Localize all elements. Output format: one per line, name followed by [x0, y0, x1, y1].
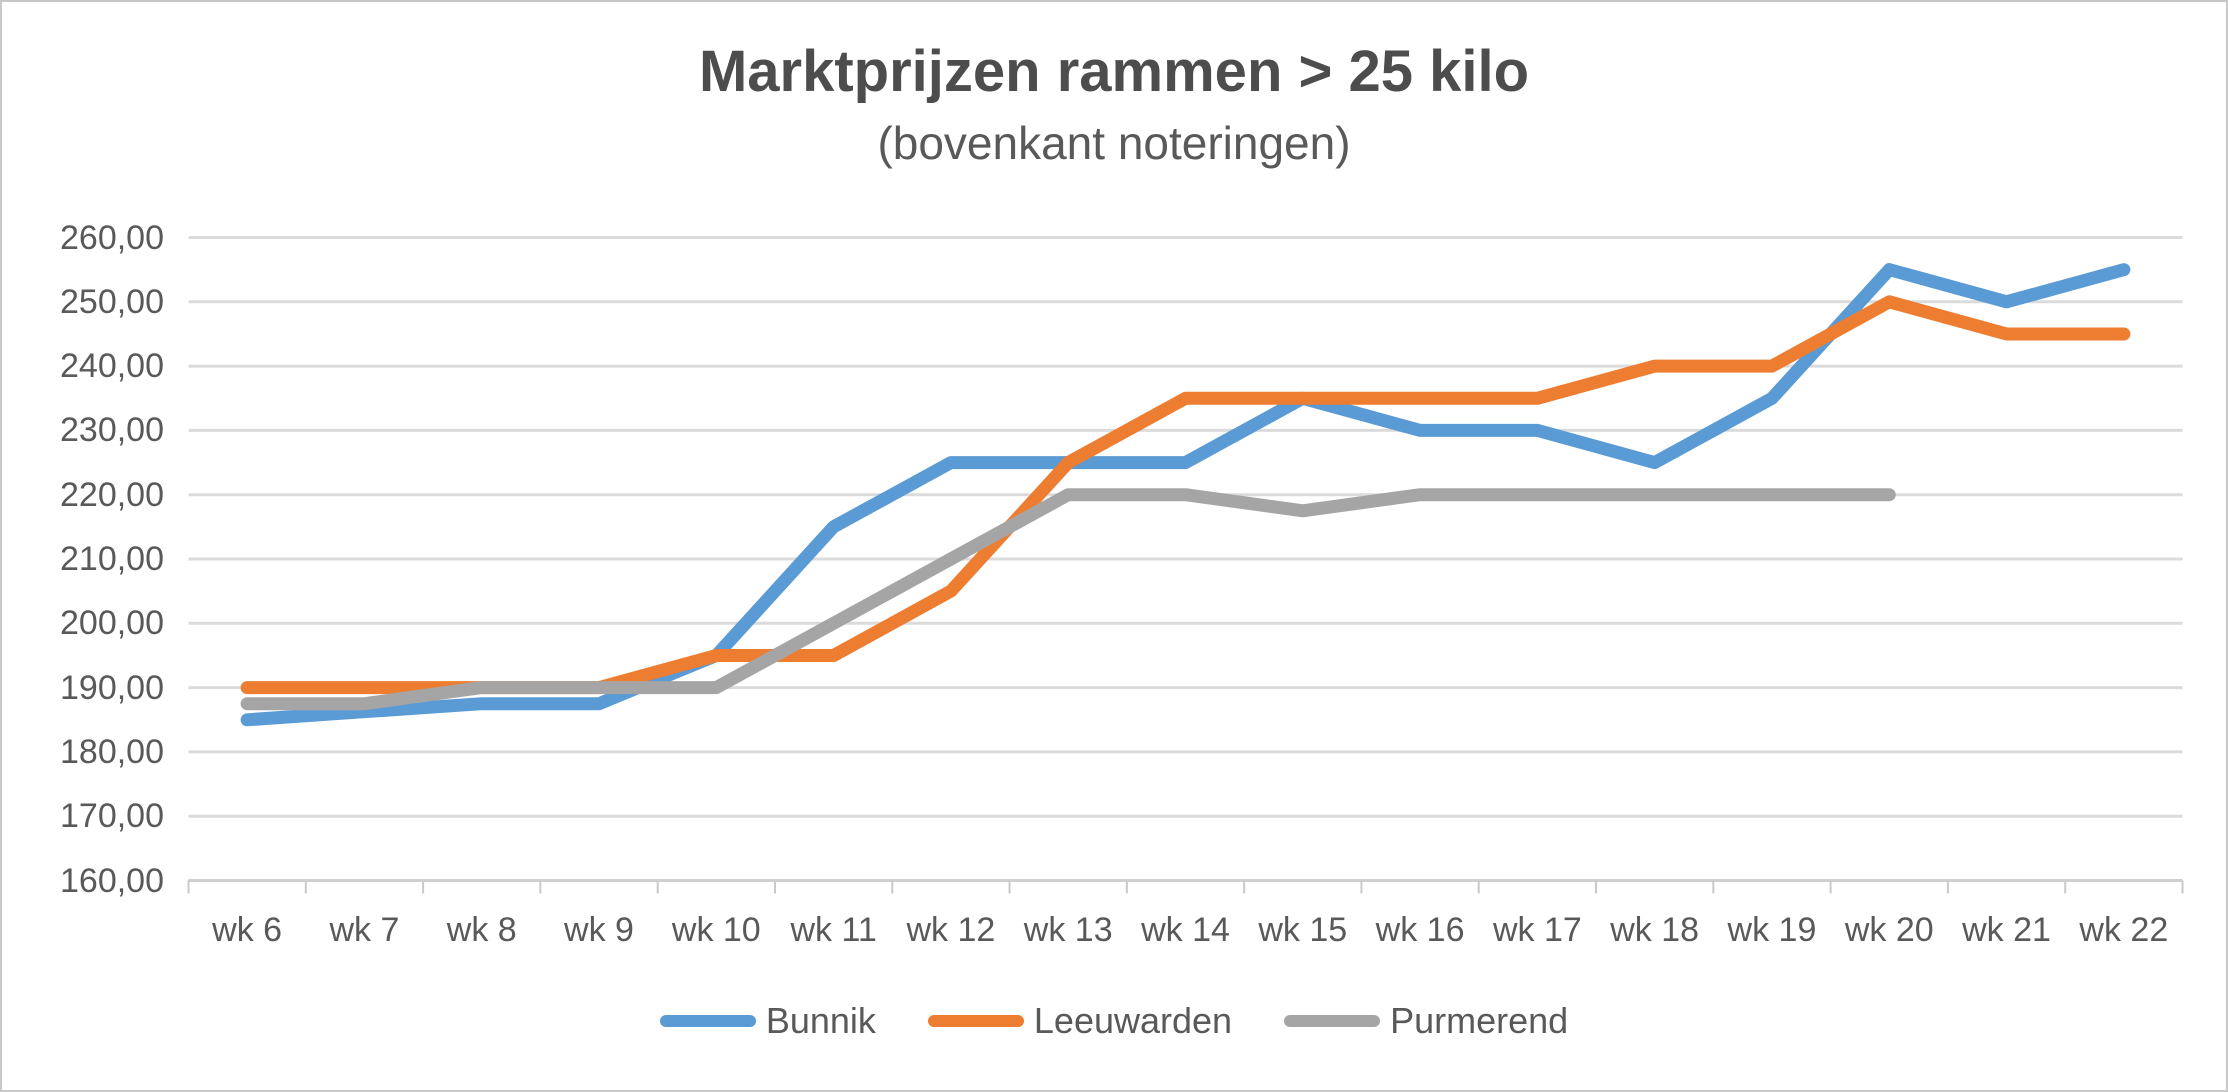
x-axis-label: wk 13 [1023, 911, 1113, 949]
x-axis-label: wk 7 [329, 911, 400, 949]
series-line-purmerend [240, 488, 1896, 711]
x-axis-label: wk 21 [1962, 911, 2051, 949]
legend: Bunnik Leeuwarden Purmerend [2, 1000, 2226, 1042]
legend-label-leeuwarden: Leeuwarden [1033, 1000, 1233, 1041]
y-axis-label: 210,00 [60, 540, 164, 578]
x-axis-label: wk 18 [1610, 911, 1700, 949]
y-axis-label: 230,00 [60, 411, 164, 450]
x-axis-label: wk 19 [1727, 911, 1817, 949]
x-axis-label: wk 22 [2079, 911, 2169, 949]
x-axis-label: wk 11 [790, 911, 877, 949]
y-axis-label: 200,00 [60, 604, 164, 643]
x-axis-label: wk 12 [906, 911, 996, 949]
y-axis-label: 180,00 [60, 732, 164, 771]
y-axis-label: 240,00 [60, 347, 164, 386]
legend-item-bunnik: Bunnik [659, 1000, 876, 1042]
y-axis-label: 160,00 [60, 861, 164, 900]
legend-item-leeuwarden: Leeuwarden [927, 1000, 1233, 1042]
x-axis-label: wk 14 [1141, 911, 1230, 949]
x-axis-label: wk 17 [1492, 911, 1582, 949]
chart-title: Marktprijzen rammen > 25 kilo [698, 39, 1530, 104]
legend-swatch-bunnik [659, 1015, 756, 1027]
x-axis-label: wk 10 [671, 911, 761, 949]
y-axis-label: 220,00 [60, 475, 164, 514]
legend-swatch-leeuwarden [927, 1015, 1024, 1027]
series-line-bunnik [240, 263, 2131, 727]
x-axis-label: wk 6 [212, 911, 283, 949]
legend-swatch-purmerend [1284, 1015, 1381, 1027]
legend-item-purmerend: Purmerend [1284, 1000, 1568, 1042]
x-axis-label: wk 20 [1844, 911, 1934, 949]
x-axis-label: wk 8 [446, 911, 517, 949]
x-axis-label: wk 16 [1375, 911, 1465, 949]
chart-subtitle: (bovenkant noteringen) [877, 117, 1351, 169]
x-axis-label: wk 9 [564, 911, 634, 949]
y-axis-label: 250,00 [60, 282, 164, 321]
y-axis-label: 260,00 [60, 218, 164, 257]
legend-label-purmerend: Purmerend [1390, 1000, 1569, 1041]
y-axis-label: 170,00 [60, 797, 164, 836]
y-axis-label: 190,00 [60, 668, 164, 707]
legend-label-bunnik: Bunnik [765, 1000, 876, 1041]
x-axis-label: wk 15 [1258, 911, 1348, 949]
